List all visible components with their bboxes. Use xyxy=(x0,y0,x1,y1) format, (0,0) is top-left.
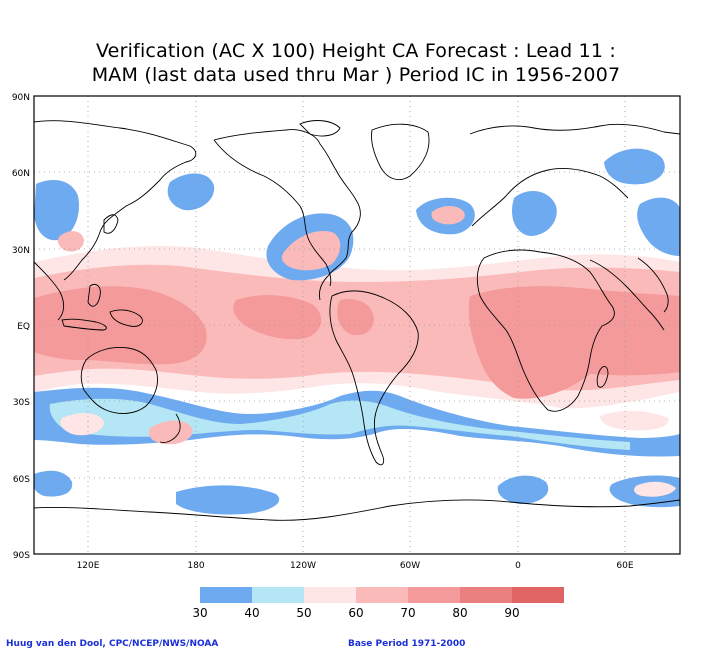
legend-swatch-90-plus xyxy=(512,587,564,603)
legend-swatch-60-70 xyxy=(356,587,408,603)
lon-label-0: 0 xyxy=(515,561,521,571)
legend-label-70: 70 xyxy=(400,606,415,620)
legend-swatch-70-80 xyxy=(408,587,460,603)
lat-label-90s: 90S xyxy=(13,551,30,561)
lat-label-eq: EQ xyxy=(17,322,30,332)
tropical-core-central-pacific xyxy=(233,295,322,340)
lat-label-60n: 60N xyxy=(12,169,30,179)
tropical-core-amazon xyxy=(337,298,374,336)
base-period-note: Base Period 1971-2000 xyxy=(348,639,466,649)
legend-label-30: 30 xyxy=(192,606,207,620)
southern-band-40 xyxy=(49,398,631,450)
lat-label-30s: 30S xyxy=(13,398,30,408)
antarctic-blob-pacific xyxy=(176,485,280,515)
latitude-labels: 90N 60N 30N EQ 30S 60S 90S xyxy=(12,93,30,561)
lon-label-60w: 60W xyxy=(400,561,420,571)
longitude-labels: 120E 180 120W 60W 0 60E xyxy=(77,561,634,571)
north-pacific-warm-spot xyxy=(57,231,84,252)
lat-label-30n: 30N xyxy=(12,246,30,256)
legend-swatch-50-60 xyxy=(304,587,356,603)
anomaly-correlation-field xyxy=(34,148,680,515)
legend-swatch-40-50 xyxy=(252,587,304,603)
south-indian-warm-spot xyxy=(600,410,669,431)
legend-label-40: 40 xyxy=(244,606,259,620)
lon-label-120e: 120E xyxy=(77,561,100,571)
legend-swatch-80-90 xyxy=(460,587,512,603)
legend-label-50: 50 xyxy=(296,606,311,620)
tropical-core-africa xyxy=(468,286,680,399)
chart-title-line-1: Verification (AC X 100) Height CA Foreca… xyxy=(95,40,617,62)
east-asia-blue-region xyxy=(637,197,680,256)
lon-label-60e: 60E xyxy=(616,561,633,571)
south-pacific-warm-spot xyxy=(148,420,193,445)
color-legend: 30 40 50 60 70 80 90 xyxy=(192,587,564,620)
antarctic-blob-atlantic xyxy=(497,475,549,504)
tropical-core-west-pacific xyxy=(34,286,207,365)
lon-label-120w: 120W xyxy=(290,561,316,571)
legend-label-90: 90 xyxy=(504,606,519,620)
legend-label-60: 60 xyxy=(348,606,363,620)
north-atlantic-warm-spot xyxy=(431,206,465,225)
lon-label-180: 180 xyxy=(187,561,204,571)
lat-label-90n: 90N xyxy=(12,93,30,103)
lat-label-60s: 60S xyxy=(13,475,30,485)
chart-title-line-2: MAM (last data used thru Mar ) Period IC… xyxy=(91,64,621,86)
author-credit: Huug van den Dool, CPC/NCEP/NWS/NOAA xyxy=(6,639,219,649)
tasman-warm-spot xyxy=(60,413,104,436)
europe-blue-blob xyxy=(511,191,557,236)
antarctic-warm-spot xyxy=(634,481,676,497)
central-asia-blue-arc xyxy=(604,148,665,185)
coastlines xyxy=(34,120,680,521)
north-america-warm-patch xyxy=(281,230,341,271)
map-frame xyxy=(33,95,681,555)
legend-label-80: 80 xyxy=(452,606,467,620)
antarctic-blob-west xyxy=(34,470,73,497)
north-pacific-blue-blob xyxy=(167,173,215,211)
legend-swatch-30-40 xyxy=(200,587,252,603)
west-pacific-blue-blob xyxy=(34,180,80,241)
